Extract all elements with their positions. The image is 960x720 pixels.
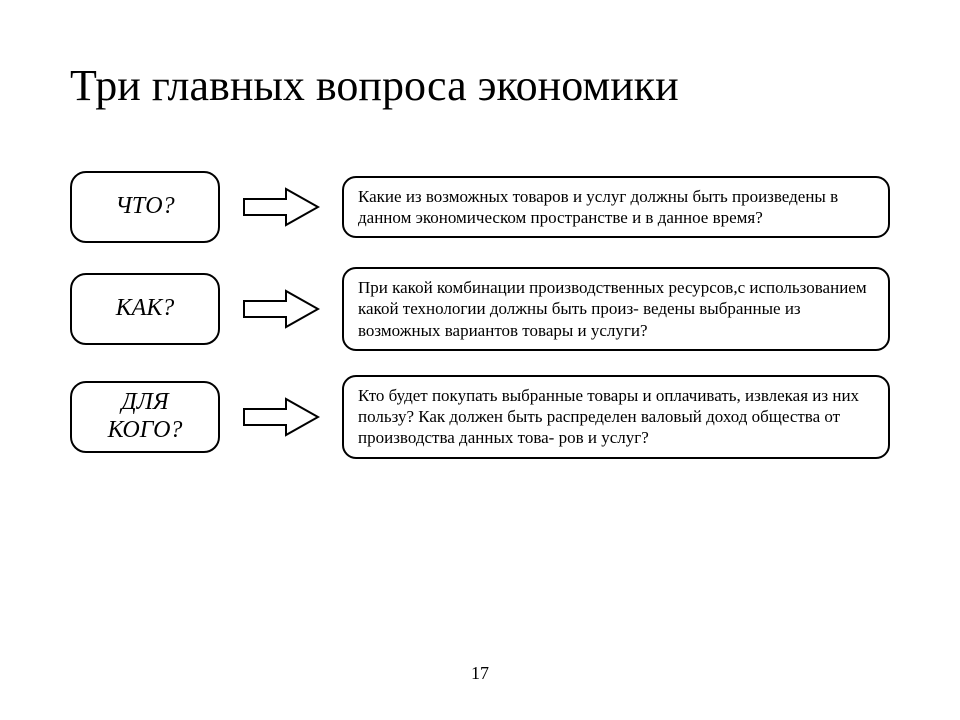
- row-how: КАК? При какой комбинации производственн…: [70, 267, 890, 351]
- question-box-forwhom: ДЛЯ КОГО?: [70, 381, 220, 453]
- row-what: ЧТО? Какие из возможных товаров и услуг …: [70, 171, 890, 243]
- row-forwhom: ДЛЯ КОГО? Кто будет покупать выбранные т…: [70, 375, 890, 459]
- arrow-icon: [242, 397, 320, 437]
- page-number: 17: [0, 663, 960, 684]
- arrow-icon: [242, 289, 320, 329]
- description-box-what: Какие из возможных товаров и услуг должн…: [342, 176, 890, 239]
- slide: Три главных вопроса экономики ЧТО? Какие…: [0, 0, 960, 720]
- slide-title: Три главных вопроса экономики: [70, 60, 890, 111]
- rows-container: ЧТО? Какие из возможных товаров и услуг …: [70, 171, 890, 459]
- description-box-how: При какой комбинации производственных ре…: [342, 267, 890, 351]
- question-box-how: КАК?: [70, 273, 220, 345]
- description-box-forwhom: Кто будет покупать выбранные товары и оп…: [342, 375, 890, 459]
- question-box-what: ЧТО?: [70, 171, 220, 243]
- arrow-icon: [242, 187, 320, 227]
